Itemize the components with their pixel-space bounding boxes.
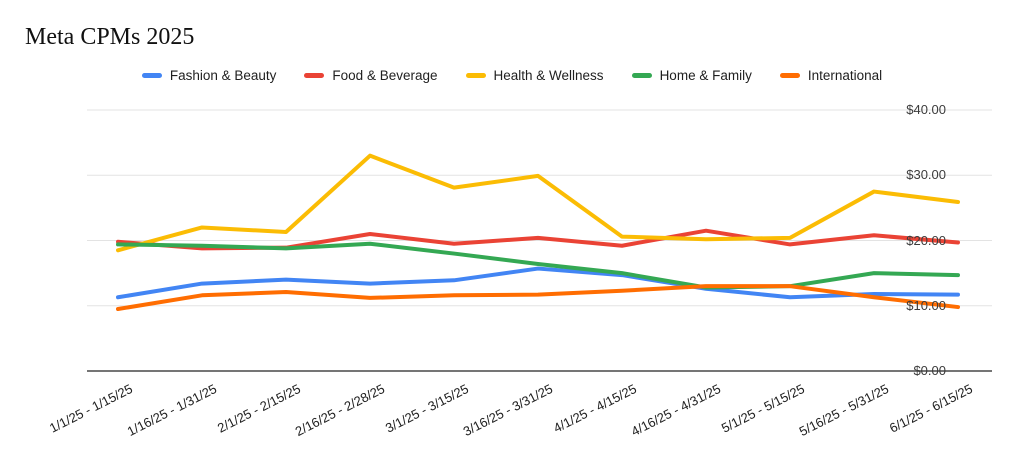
series-line-home-family (116, 241, 960, 290)
legend-label: Fashion & Beauty (169, 67, 277, 83)
y-axis-tick-label: $30.00 (906, 167, 946, 183)
chart-legend: Fashion & Beauty Food & Beverage Health & … (0, 66, 1024, 84)
legend-label: Health & Wellness (493, 67, 604, 83)
legend-swatch-health-wellness (465, 72, 486, 78)
legend-swatch-fashion-beauty (141, 72, 162, 78)
legend-item-fashion-beauty: Fashion & Beauty (141, 67, 277, 83)
series-line-international (116, 284, 960, 312)
legend-label: International (807, 67, 883, 83)
legend-swatch-home-family (631, 72, 652, 78)
legend-item-food-beverage: Food & Beverage (304, 67, 438, 83)
y-axis-tick-label: $20.00 (906, 232, 946, 248)
chart-title: Meta CPMs 2025 (25, 24, 195, 50)
legend-item-international: International (779, 67, 883, 83)
legend-swatch-international (779, 72, 800, 78)
legend-label: Home & Family (659, 67, 752, 83)
legend-swatch-food-beverage (304, 72, 325, 78)
legend-item-home-family: Home & Family (631, 67, 752, 83)
y-axis-tick-label: $0.00 (913, 363, 946, 378)
series-line-fashion-beauty (116, 266, 960, 300)
series-line-health-wellness (116, 153, 960, 253)
legend-label: Food & Beverage (332, 67, 438, 83)
legend-item-health-wellness: Health & Wellness (465, 67, 604, 83)
y-axis-tick-label: $10.00 (906, 297, 946, 313)
y-axis-tick-label: $40.00 (906, 102, 946, 117)
